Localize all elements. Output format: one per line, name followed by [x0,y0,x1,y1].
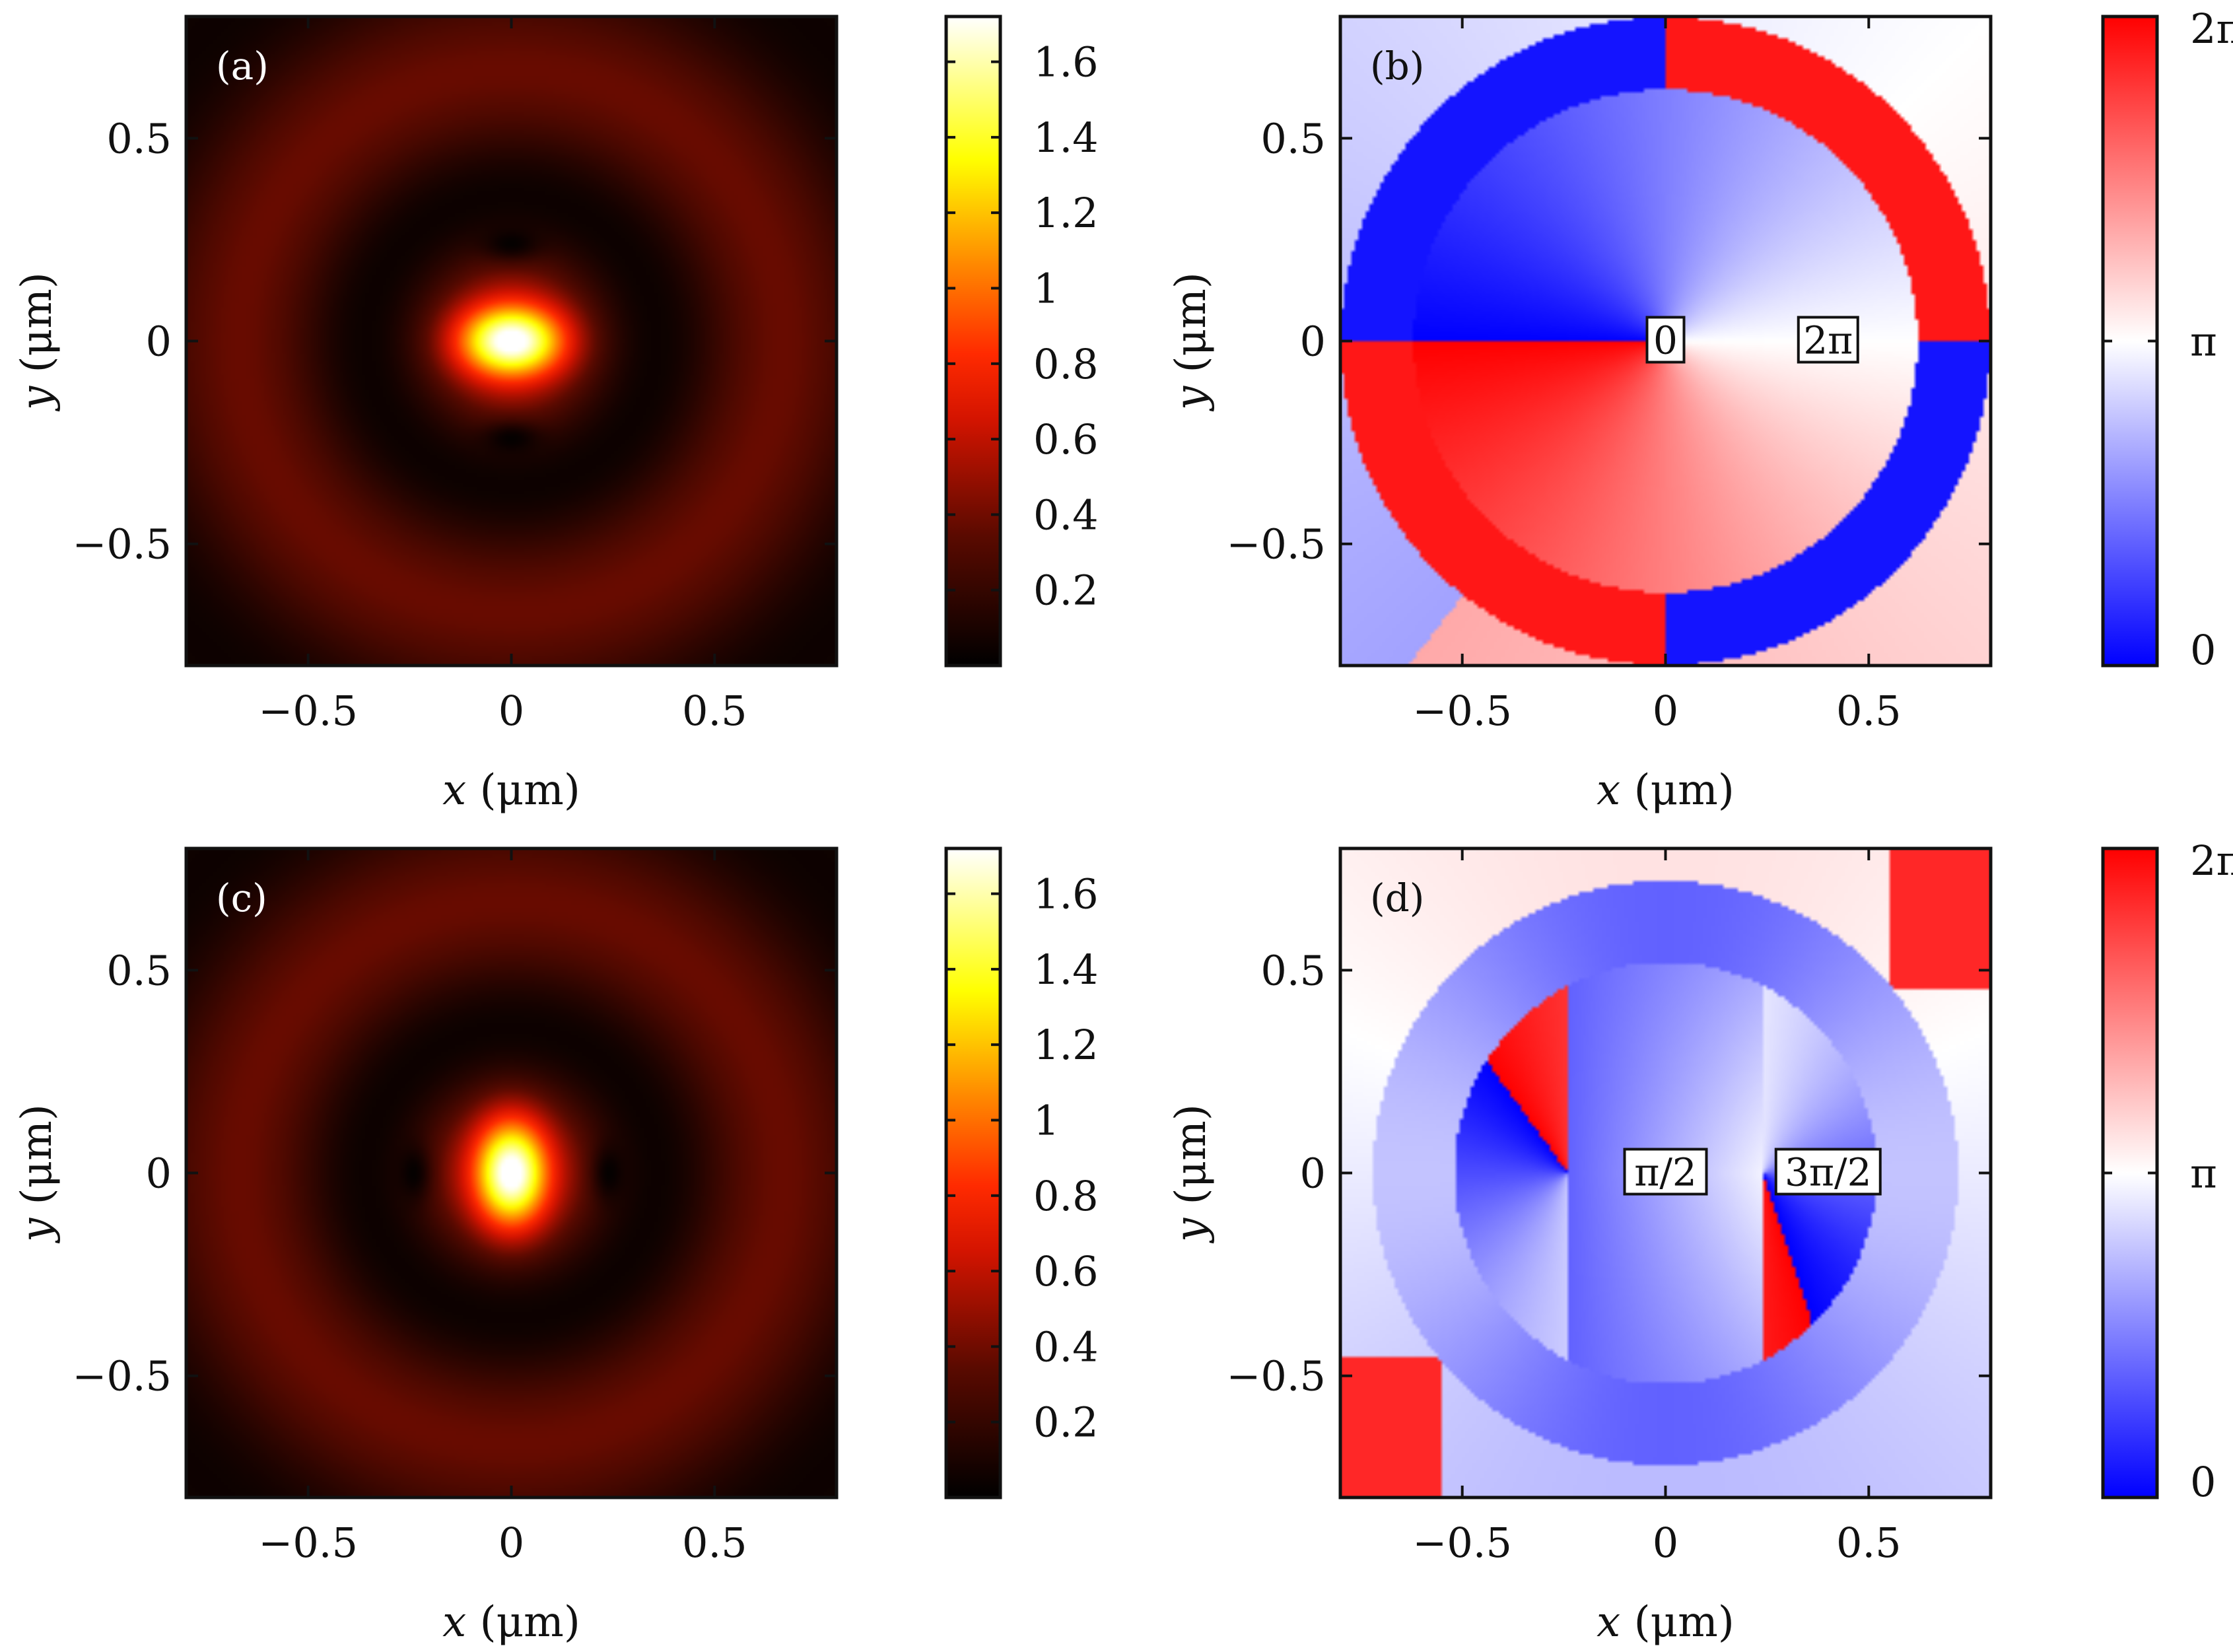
x-tick-label: −0.5 [258,1519,358,1567]
y-tick-label: 0 [1300,318,1326,366]
panel-label: (b) [1370,44,1424,88]
y-tick-label: 0 [146,318,172,366]
colorbar: 0.2 0.4 0.6 0.8 1 1.2 1.4 1.6 [944,846,1099,1499]
y-axis-label: y (μm) [13,272,61,412]
colorbar-tick-label: 1.6 [1033,38,1099,86]
colorbar-tick-label: 0.6 [1033,1247,1099,1295]
phase-annotation: 0 [1645,316,1686,364]
annotation-box [1774,1148,1882,1196]
y-tick-label: −0.5 [72,520,172,568]
colorbar-frame [944,15,1002,668]
colorbar-tick-label: 2π [2190,837,2233,885]
heatmap-image [186,17,837,666]
phase-annotation: π/2 [1623,1148,1708,1196]
y-tick-label: 0 [1300,1150,1326,1198]
colorbar-tick-label: 1 [1033,1096,1059,1144]
phase-annotation: 3π/2 [1774,1148,1882,1196]
x-tick-label: 0.5 [1836,687,1902,735]
annotation-box [1623,1148,1708,1196]
y-axis-label: y (μm) [1167,272,1216,412]
panel-b: (b) −0.5 0 0.5 0.5 0 −0.5 x (μm) y (μm) 0 2π 0 π 2π [1167,5,2233,815]
annotation-text: π/2 [1634,1150,1697,1195]
x-tick-label: −0.5 [1412,687,1512,735]
annotation-box [1645,316,1686,364]
x-axis-label: x (μm) [442,1598,580,1647]
y-axis-label: y (μm) [1167,1104,1216,1244]
panel-a: (a) −0.5 0 0.5 0.5 0 −0.5 x (μm) y (μm) 0.2 0.4 0.6… [13,15,1099,815]
panel-label: (d) [1370,876,1424,920]
y-tick-label: −0.5 [72,1352,172,1400]
colorbar-tick-label: 1 [1033,264,1059,312]
colorbar-tick-label: π [2190,1150,2217,1198]
y-tick-label: 0.5 [1260,114,1326,162]
colorbar-tick-label: 0.4 [1033,491,1099,539]
y-tick-label: −0.5 [1226,1352,1326,1400]
colorbar-tick-label: 1.4 [1033,946,1099,994]
annotation-text: 0 [1653,318,1678,363]
colorbar-tick-label: 0.8 [1033,1172,1099,1220]
x-tick-label: 0.5 [682,687,747,735]
y-tick-label: 0.5 [106,114,172,162]
x-tick-label: 0.5 [682,1519,747,1567]
colorbar-tick-label: 0.6 [1033,415,1099,464]
y-tick-label: 0.5 [1260,946,1326,994]
colorbar: 0 π 2π [2101,837,2233,1506]
heatmap-image [186,848,837,1497]
panel-c: (c) −0.5 0 0.5 0.5 0 −0.5 x (μm) y (μm) 0.2 0.4 0.6… [13,846,1099,1647]
x-tick-label: 0 [1653,1519,1678,1567]
colorbar-tick-label: π [2190,318,2217,366]
colorbar-tick-label: 1.4 [1033,114,1099,162]
x-tick-label: −0.5 [258,687,358,735]
colorbar-tick-label: 1.6 [1033,870,1099,918]
panel-label: (a) [216,44,269,88]
colorbar-frame [944,846,1002,1499]
x-axis-label: x (μm) [442,766,580,815]
colorbar-gradient [946,848,1000,1497]
x-tick-label: 0 [498,687,524,735]
panel-label: (c) [216,876,267,920]
annotation-text: 2π [1803,318,1853,363]
y-tick-label: −0.5 [1226,520,1326,568]
x-tick-label: 0.5 [1836,1519,1902,1567]
colorbar-tick-label: 0.4 [1033,1323,1099,1371]
colorbar-gradient [946,17,1000,666]
x-tick-label: −0.5 [1412,1519,1512,1567]
colorbar-tick-label: 1.2 [1033,189,1099,237]
x-axis-label: x (μm) [1597,1598,1735,1647]
y-axis-label: y (μm) [13,1104,61,1244]
colorbar-tick-label: 0.2 [1033,567,1099,615]
colorbar-tick-label: 1.2 [1033,1021,1099,1069]
y-tick-label: 0.5 [106,946,172,994]
panel-d: (d) −0.5 0 0.5 0.5 0 −0.5 x (μm) y (μm) π/2 3π/2 0 π… [1167,837,2233,1647]
x-tick-label: 0 [1653,687,1678,735]
colorbar-tick-label: 0 [2190,1458,2216,1506]
y-tick-label: 0 [146,1150,172,1198]
colorbar: 0.2 0.4 0.6 0.8 1 1.2 1.4 1.6 [944,15,1099,668]
annotation-text: 3π/2 [1785,1150,1871,1195]
colorbar-tick-label: 0.8 [1033,340,1099,388]
colorbar-tick-label: 0.2 [1033,1398,1099,1447]
x-tick-label: 0 [498,1519,524,1567]
colorbar-tick-label: 0 [2190,626,2216,674]
colorbar: 0 π 2π [2101,5,2233,674]
x-axis-label: x (μm) [1597,766,1735,815]
colorbar-tick-label: 2π [2190,5,2233,53]
phase-annotation: 2π [1797,316,1859,364]
annotation-box [1797,316,1859,364]
